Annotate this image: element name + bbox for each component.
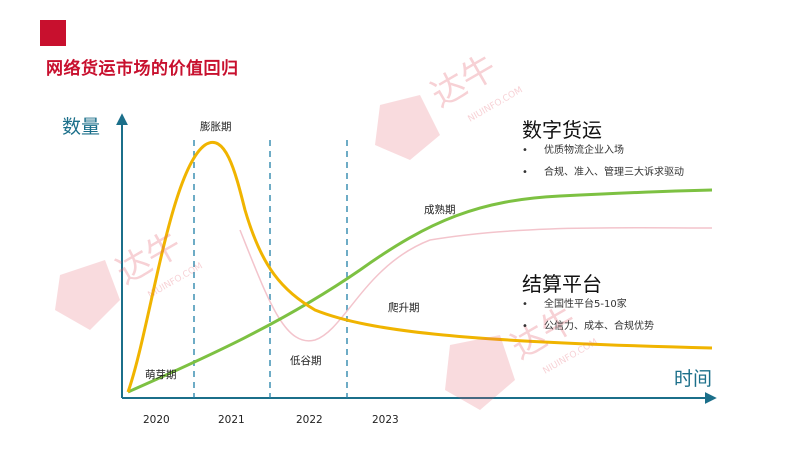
list-item: 合规、准入、管理三大诉求驱动 bbox=[522, 162, 684, 184]
phase-label-inflation: 膨胀期 bbox=[200, 121, 232, 133]
y-axis-label: 数量 bbox=[62, 116, 101, 138]
bullet-list-digital-freight: 优质物流企业入场 合规、准入、管理三大诉求驱动 bbox=[522, 140, 684, 184]
brand-square bbox=[40, 20, 66, 46]
year-label-2020: 2020 bbox=[143, 414, 170, 426]
bullet-list-settlement-platform: 全国性平台5-10家 公信力、成本、合规优势 bbox=[522, 294, 654, 338]
year-label-2022: 2022 bbox=[296, 414, 323, 426]
list-item: 优质物流企业入场 bbox=[522, 140, 684, 162]
section-title-settlement-platform: 结算平台 bbox=[522, 272, 602, 296]
phase-label-climb: 爬升期 bbox=[388, 302, 420, 314]
section-title-digital-freight: 数字货运 bbox=[522, 118, 602, 142]
year-label-2021: 2021 bbox=[218, 414, 245, 426]
shadow-curve bbox=[239, 227, 713, 342]
phase-label-germination: 萌芽期 bbox=[145, 369, 177, 381]
hype-curve bbox=[126, 141, 713, 393]
x-axis-label: 时间 bbox=[674, 368, 713, 390]
list-item: 全国性平台5-10家 bbox=[522, 294, 654, 316]
adoption-curve bbox=[127, 188, 713, 394]
year-label-2023: 2023 bbox=[372, 414, 399, 426]
phase-label-trough: 低谷期 bbox=[290, 355, 322, 367]
page-title: 网络货运市场的价值回归 bbox=[46, 59, 239, 79]
list-item: 公信力、成本、合规优势 bbox=[522, 316, 654, 338]
phase-label-mature: 成熟期 bbox=[424, 204, 456, 216]
